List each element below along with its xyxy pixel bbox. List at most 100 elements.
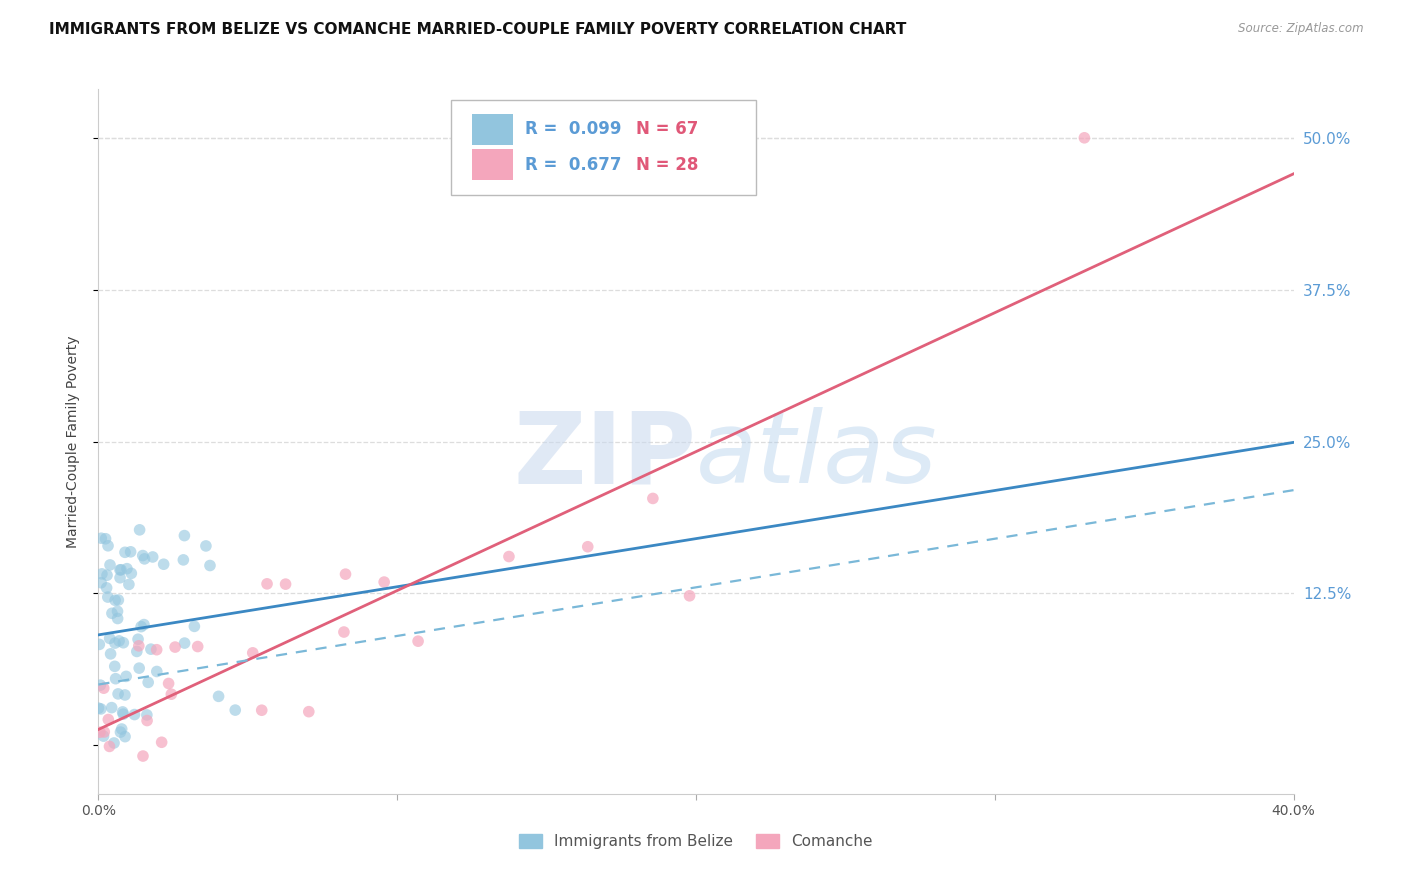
Point <box>98 739 121 754</box>
FancyBboxPatch shape <box>472 149 513 180</box>
Point <box>104 659 127 673</box>
Point <box>198 558 221 573</box>
Point <box>97 713 120 727</box>
Point <box>152 558 174 572</box>
Point <box>333 625 356 640</box>
Point <box>1073 130 1095 145</box>
Point <box>125 644 148 658</box>
Point <box>120 566 142 581</box>
Point <box>224 703 246 717</box>
Y-axis label: Married-Couple Family Poverty: Married-Couple Family Poverty <box>66 335 80 548</box>
Point <box>129 620 152 634</box>
Text: N = 28: N = 28 <box>636 155 699 174</box>
Point <box>132 749 155 764</box>
Point <box>135 707 157 722</box>
Point <box>120 545 142 559</box>
Point <box>107 611 129 625</box>
Point <box>97 590 120 604</box>
Point <box>136 714 159 728</box>
Point <box>89 637 111 651</box>
Point <box>115 562 138 576</box>
Point <box>110 563 132 577</box>
Point <box>173 636 195 650</box>
Point <box>194 539 217 553</box>
Point <box>108 563 131 577</box>
Point <box>90 702 112 716</box>
Point <box>145 642 167 657</box>
Point <box>187 640 209 654</box>
Point <box>100 647 122 661</box>
Point <box>90 575 112 590</box>
Point <box>90 566 112 581</box>
Point <box>250 703 273 717</box>
Point <box>146 665 169 679</box>
Point <box>114 730 136 744</box>
Point <box>108 571 131 585</box>
Point <box>114 545 136 559</box>
Point <box>93 725 115 739</box>
FancyBboxPatch shape <box>451 100 756 194</box>
Point <box>100 700 122 714</box>
Point <box>115 669 138 683</box>
Point <box>111 705 134 719</box>
Point <box>142 549 165 564</box>
Point <box>101 607 124 621</box>
Point <box>96 568 118 582</box>
Point <box>172 553 194 567</box>
Text: IMMIGRANTS FROM BELIZE VS COMANCHE MARRIED-COUPLE FAMILY POVERTY CORRELATION CHA: IMMIGRANTS FROM BELIZE VS COMANCHE MARRI… <box>49 22 907 37</box>
Point <box>90 531 112 545</box>
Point <box>87 701 110 715</box>
Point <box>103 736 125 750</box>
Point <box>104 593 127 607</box>
Point <box>274 577 297 591</box>
Point <box>94 532 117 546</box>
Point <box>124 707 146 722</box>
Point <box>98 558 121 572</box>
Text: R =  0.677: R = 0.677 <box>524 155 621 174</box>
Point <box>132 549 155 563</box>
Point <box>98 632 121 646</box>
Text: R =  0.099: R = 0.099 <box>524 120 621 138</box>
Point <box>128 523 150 537</box>
Point <box>373 575 395 590</box>
Point <box>207 690 229 704</box>
Text: ZIP: ZIP <box>513 407 696 504</box>
Point <box>132 617 155 632</box>
Text: N = 67: N = 67 <box>636 120 699 138</box>
Point <box>110 725 132 739</box>
Point <box>157 676 180 690</box>
Point <box>112 636 135 650</box>
Point <box>173 528 195 542</box>
Point <box>96 581 118 595</box>
Point <box>165 640 187 654</box>
Point <box>107 604 129 618</box>
Point <box>89 678 111 692</box>
Point <box>128 639 150 653</box>
Point <box>111 722 134 736</box>
Point <box>136 675 159 690</box>
Point <box>678 589 700 603</box>
Point <box>134 552 156 566</box>
Point <box>576 540 599 554</box>
Point <box>97 539 120 553</box>
Text: Source: ZipAtlas.com: Source: ZipAtlas.com <box>1239 22 1364 36</box>
Text: atlas: atlas <box>696 407 938 504</box>
Point <box>298 705 321 719</box>
Point <box>183 619 205 633</box>
Point <box>498 549 520 564</box>
Point <box>256 577 278 591</box>
Point <box>89 725 111 739</box>
Point <box>104 672 127 686</box>
Point <box>128 661 150 675</box>
Point <box>93 681 115 696</box>
FancyBboxPatch shape <box>472 114 513 145</box>
Point <box>242 646 264 660</box>
Point <box>641 491 664 506</box>
Point <box>127 632 149 647</box>
Point <box>114 688 136 702</box>
Point <box>108 633 131 648</box>
Point <box>406 634 429 648</box>
Point <box>104 636 127 650</box>
Point <box>150 735 173 749</box>
Point <box>93 729 115 743</box>
